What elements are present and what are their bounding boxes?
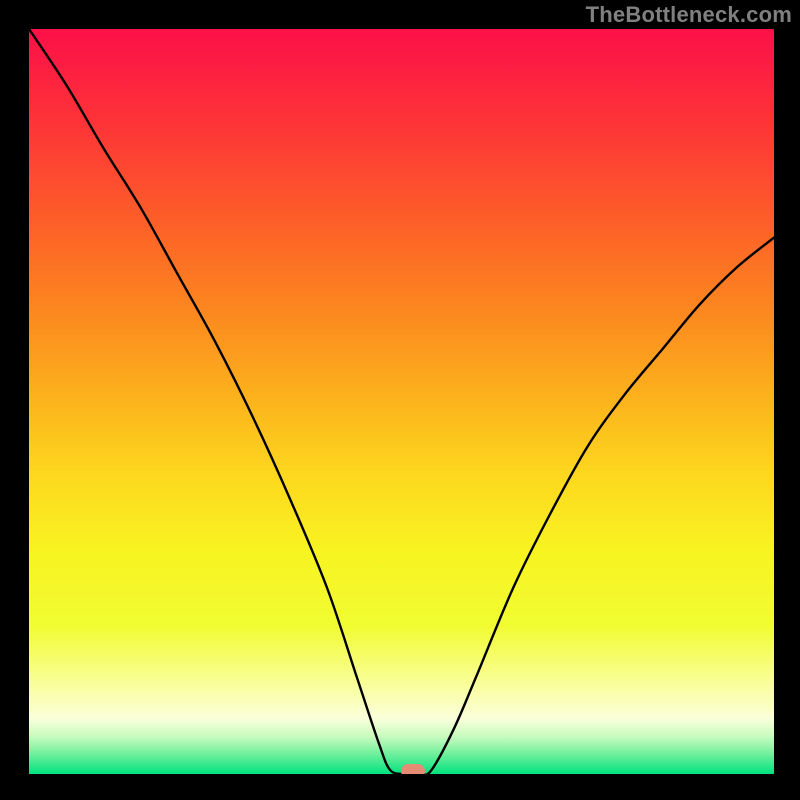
bottleneck-curve-chart (29, 29, 774, 774)
plot-area (29, 29, 774, 774)
chart-frame: TheBottleneck.com (0, 0, 800, 800)
optimum-marker (401, 764, 425, 774)
watermark-text: TheBottleneck.com (586, 2, 792, 28)
gradient-background (29, 29, 774, 774)
